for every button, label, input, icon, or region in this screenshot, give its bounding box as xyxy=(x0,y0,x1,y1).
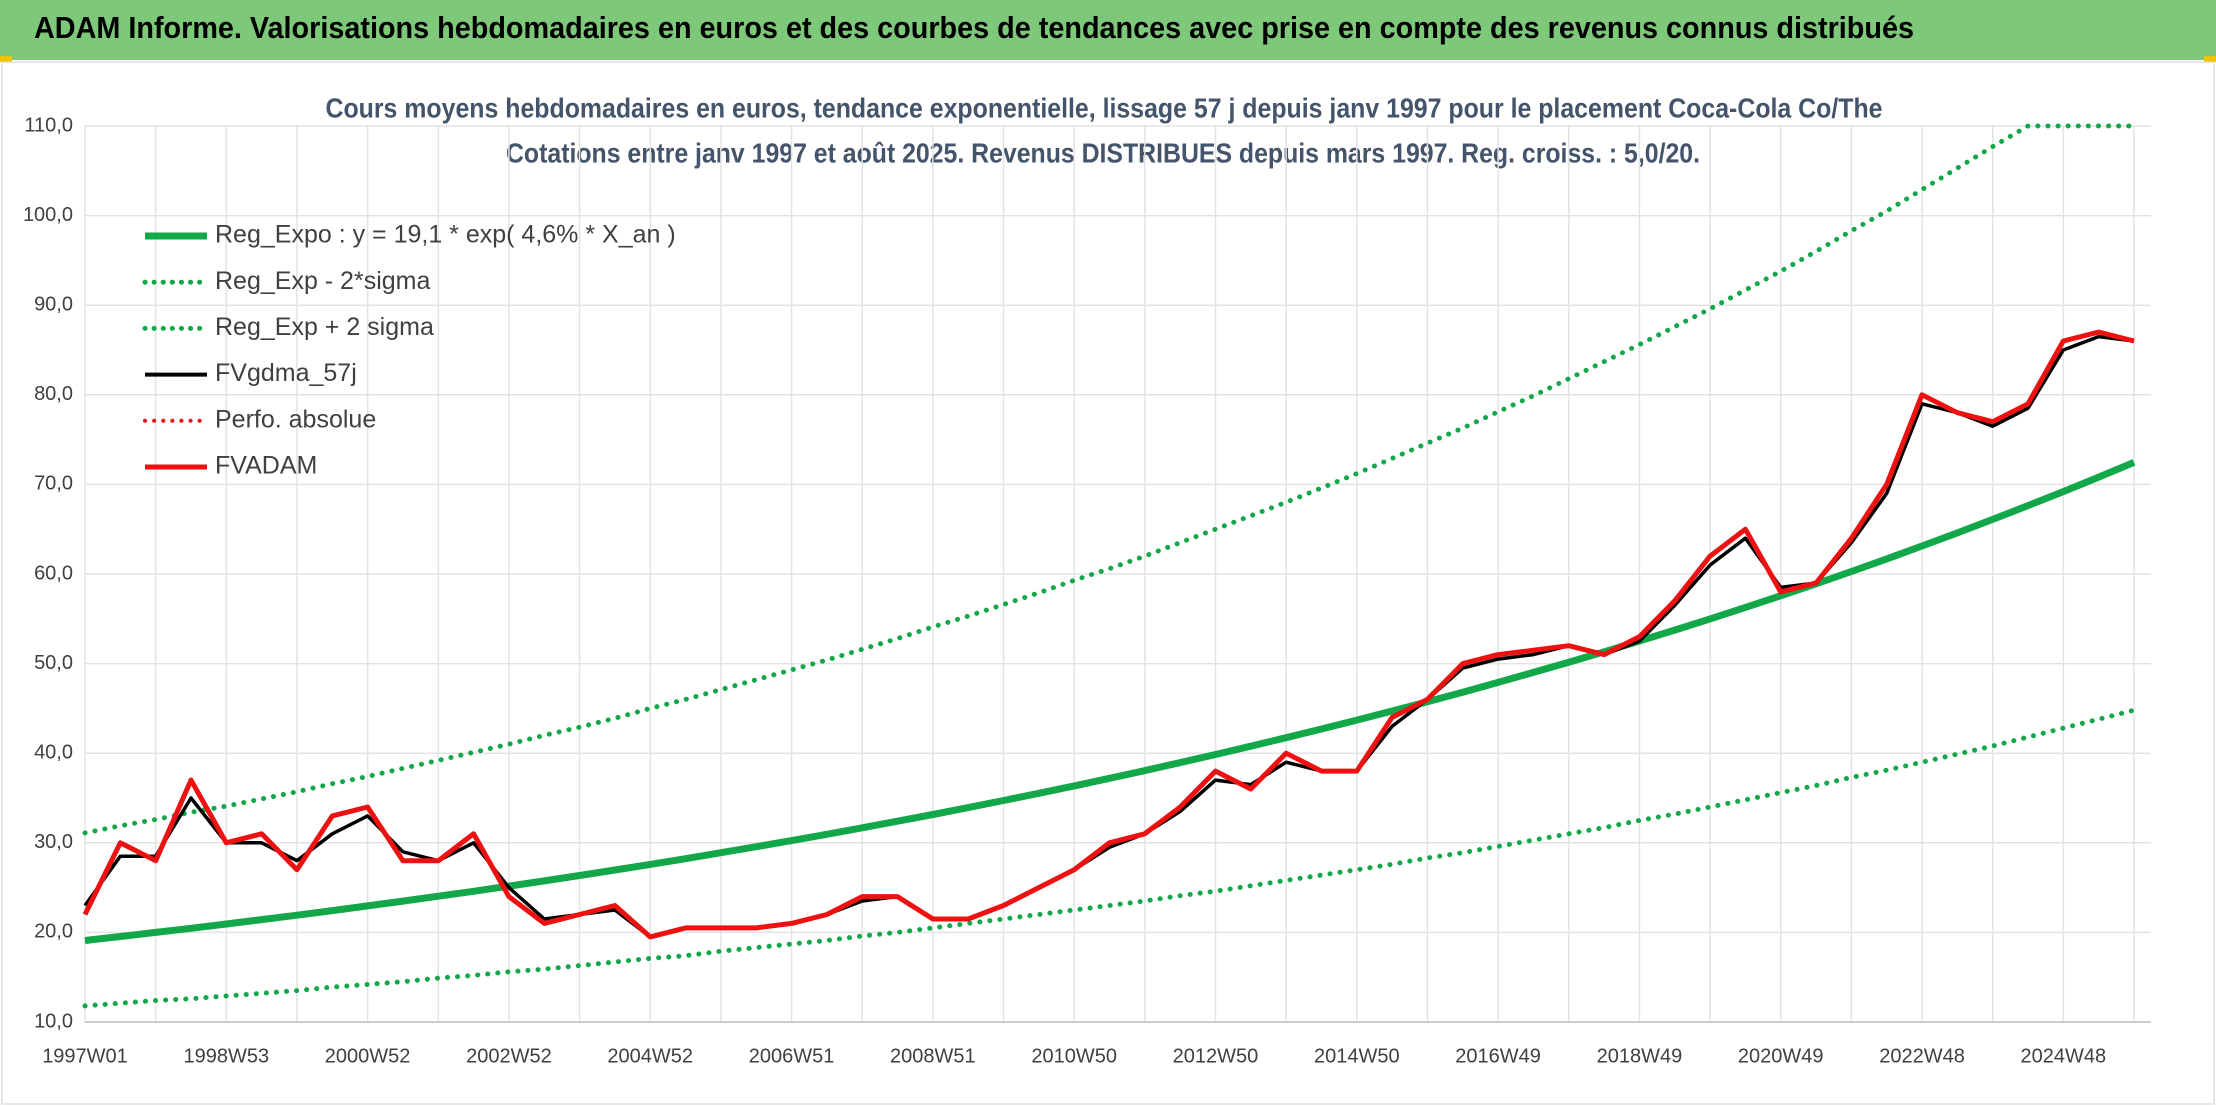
x-tick-label: 2002W52 xyxy=(466,1045,552,1067)
series-line xyxy=(83,334,2135,939)
x-tick-label: 2012W50 xyxy=(1173,1045,1259,1067)
y-tick-label: 40,0 xyxy=(34,741,73,763)
x-tick-label: 2024W48 xyxy=(2021,1045,2107,1067)
x-tick-label: 2010W50 xyxy=(1031,1045,1117,1067)
y-tick-label: 100,0 xyxy=(23,204,73,226)
x-tick-label: 2016W49 xyxy=(1455,1045,1541,1067)
x-tick-label: 2008W51 xyxy=(890,1045,976,1067)
y-tick-label: 90,0 xyxy=(34,293,73,315)
series-line xyxy=(82,123,2137,836)
y-tick-label: 60,0 xyxy=(34,562,73,584)
legend: Reg_Expo : y = 19,1 * exp( 4,6% * X_an )… xyxy=(142,221,676,480)
y-tick-label: 30,0 xyxy=(34,831,73,853)
grid: 10,0 20,0 30,0 40,0 50,0 60,0 70,0 80,0 90,0 100,… xyxy=(23,114,2151,1067)
series-line xyxy=(84,459,2136,944)
x-tick-label: 1998W53 xyxy=(183,1045,269,1067)
legend-label: Perfo. absolue xyxy=(215,405,376,433)
corner xyxy=(0,56,12,62)
series-line xyxy=(82,329,2135,940)
y-tick-label: 50,0 xyxy=(34,652,73,674)
header-title: ADAM Informe. Valorisations hebdomadaire… xyxy=(34,10,1914,45)
x-tick-label: 2014W50 xyxy=(1314,1045,1400,1067)
y-tick-label: 20,0 xyxy=(34,921,73,943)
x-tick-label: 2022W48 xyxy=(1879,1045,1965,1067)
corner xyxy=(2204,56,2216,62)
x-tick-label: 2006W51 xyxy=(749,1045,835,1067)
legend-label: Reg_Exp - 2*sigma xyxy=(215,267,430,295)
x-tick-label: 2018W49 xyxy=(1597,1045,1683,1067)
legend-label: Reg_Expo : y = 19,1 * exp( 4,6% * X_an ) xyxy=(215,221,676,249)
chart-title: Cours moyens hebdomadaires en euros, ten… xyxy=(326,92,1883,123)
x-tick-label: 2004W52 xyxy=(607,1045,693,1067)
y-tick-label: 70,0 xyxy=(34,473,73,495)
x-tick-label: 2020W49 xyxy=(1738,1045,1824,1067)
header-bar xyxy=(0,0,2216,60)
x-tick-label: 1997W01 xyxy=(42,1045,128,1067)
chart-subtitle: Cotations entre janv 1997 et août 2025. … xyxy=(506,137,1700,168)
legend-label: Reg_Exp + 2 sigma xyxy=(215,313,434,341)
chart-frame xyxy=(1,61,2215,1105)
series-line xyxy=(82,707,2137,1009)
y-tick-label: 10,0 xyxy=(34,1010,73,1032)
x-tick-label: 2000W52 xyxy=(325,1045,411,1067)
y-tick-label: 80,0 xyxy=(34,383,73,405)
y-tick-label: 110,0 xyxy=(24,114,73,136)
legend-label: FVgdma_57j xyxy=(215,359,357,387)
lines xyxy=(82,123,2137,1009)
legend-label: FVADAM xyxy=(215,452,317,480)
